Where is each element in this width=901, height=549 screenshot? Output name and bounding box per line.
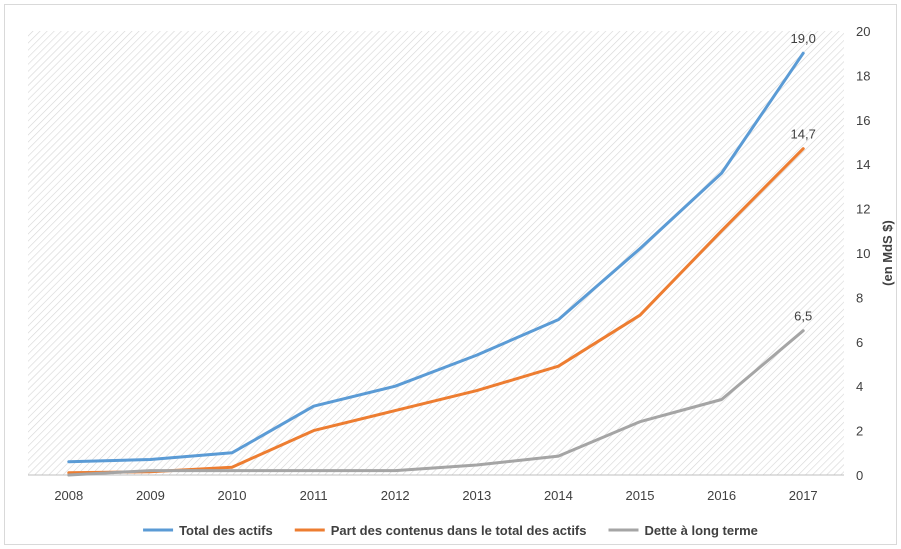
data-labels: 19,0 14,7 6,5 (791, 31, 816, 324)
legend: Total des actifs Part des contenus dans l… (143, 523, 758, 538)
series-line-3 (67, 329, 805, 477)
x-tick-label-2016: 2016 (707, 488, 736, 503)
legend-label-2: Part des contenus dans le total des acti… (331, 523, 587, 538)
x-tick-label-2014: 2014 (544, 488, 573, 503)
plot-area-background (28, 31, 844, 475)
x-tick-label-2008: 2008 (54, 488, 83, 503)
x-tick-label-2013: 2013 (462, 488, 491, 503)
x-tick-label-2012: 2012 (381, 488, 410, 503)
x-tick-label-2015: 2015 (626, 488, 655, 503)
y-axis-title: (en MdS $) (880, 220, 895, 286)
y-tick-label-2: 2 (856, 424, 863, 439)
x-axis: 2008 2009 2010 2011 2012 2013 2014 2015 2016 2017 (54, 488, 817, 503)
data-label-s3: 6,5 (794, 309, 812, 324)
x-tick-label-2010: 2010 (218, 488, 247, 503)
series-lines (67, 51, 805, 477)
y-tick-label-18: 18 (856, 68, 870, 83)
y-tick-label-20: 20 (856, 24, 870, 39)
legend-label-1: Total des actifs (179, 523, 273, 538)
y-tick-label-10: 10 (856, 246, 870, 261)
y-tick-label-0: 0 (856, 468, 863, 483)
x-tick-label-2011: 2011 (300, 488, 328, 503)
y-tick-label-6: 6 (856, 335, 863, 350)
y-tick-label-8: 8 (856, 290, 863, 305)
x-tick-label-2009: 2009 (136, 488, 165, 503)
y-tick-label-12: 12 (856, 202, 870, 217)
data-label-s1: 19,0 (791, 31, 816, 46)
y-tick-label-16: 16 (856, 113, 870, 128)
y-tick-label-4: 4 (856, 379, 863, 394)
y-tick-label-14: 14 (856, 157, 870, 172)
x-tick-label-2017: 2017 (789, 488, 818, 503)
data-label-s2: 14,7 (791, 127, 816, 142)
legend-label-3: Dette à long terme (645, 523, 758, 538)
y-axis: 0 2 4 6 8 10 12 14 16 18 20 (856, 24, 870, 483)
series-line-1 (67, 51, 805, 464)
